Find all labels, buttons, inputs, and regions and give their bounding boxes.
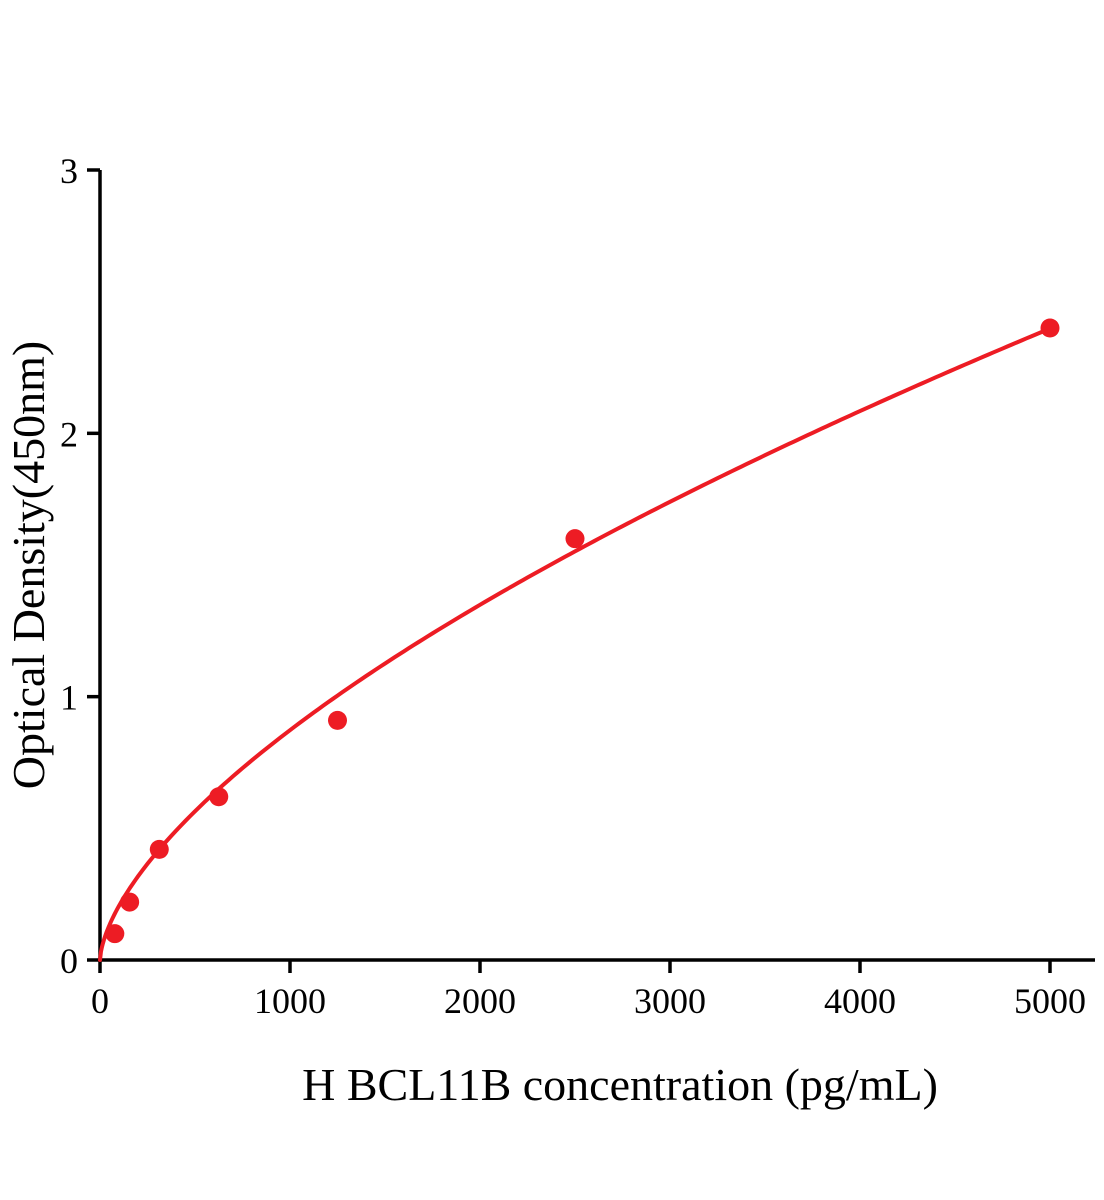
y-axis-title: Optical Density(450nm) [3, 341, 54, 789]
y-tick-label: 3 [60, 151, 78, 191]
x-tick-label: 5000 [1014, 981, 1086, 1021]
x-tick-label: 2000 [444, 981, 516, 1021]
data-point [105, 924, 125, 944]
axis-spines [98, 170, 1095, 962]
data-point [209, 787, 229, 807]
fit-curve [98, 326, 1052, 962]
data-point [149, 839, 169, 859]
data-points-group [105, 318, 1060, 944]
x-tick-label: 4000 [824, 981, 896, 1021]
data-point [328, 710, 347, 730]
y-tick-label: 2 [60, 414, 78, 454]
fit-curve-group [98, 326, 1052, 962]
data-point [565, 529, 585, 549]
x-tick-label: 1000 [254, 981, 326, 1021]
data-point [1040, 318, 1060, 338]
y-tick-label: 1 [60, 678, 78, 718]
y-tick-label: 0 [60, 941, 78, 981]
x-tick-label: 3000 [634, 981, 706, 1021]
axes-group: 0 1000 2000 3000 4000 5000 0 1 2 3 [60, 151, 1095, 1021]
x-axis-title: H BCL11B concentration (pg/mL) [302, 1059, 938, 1110]
x-tick-label: 0 [91, 981, 109, 1021]
data-point [120, 892, 140, 912]
